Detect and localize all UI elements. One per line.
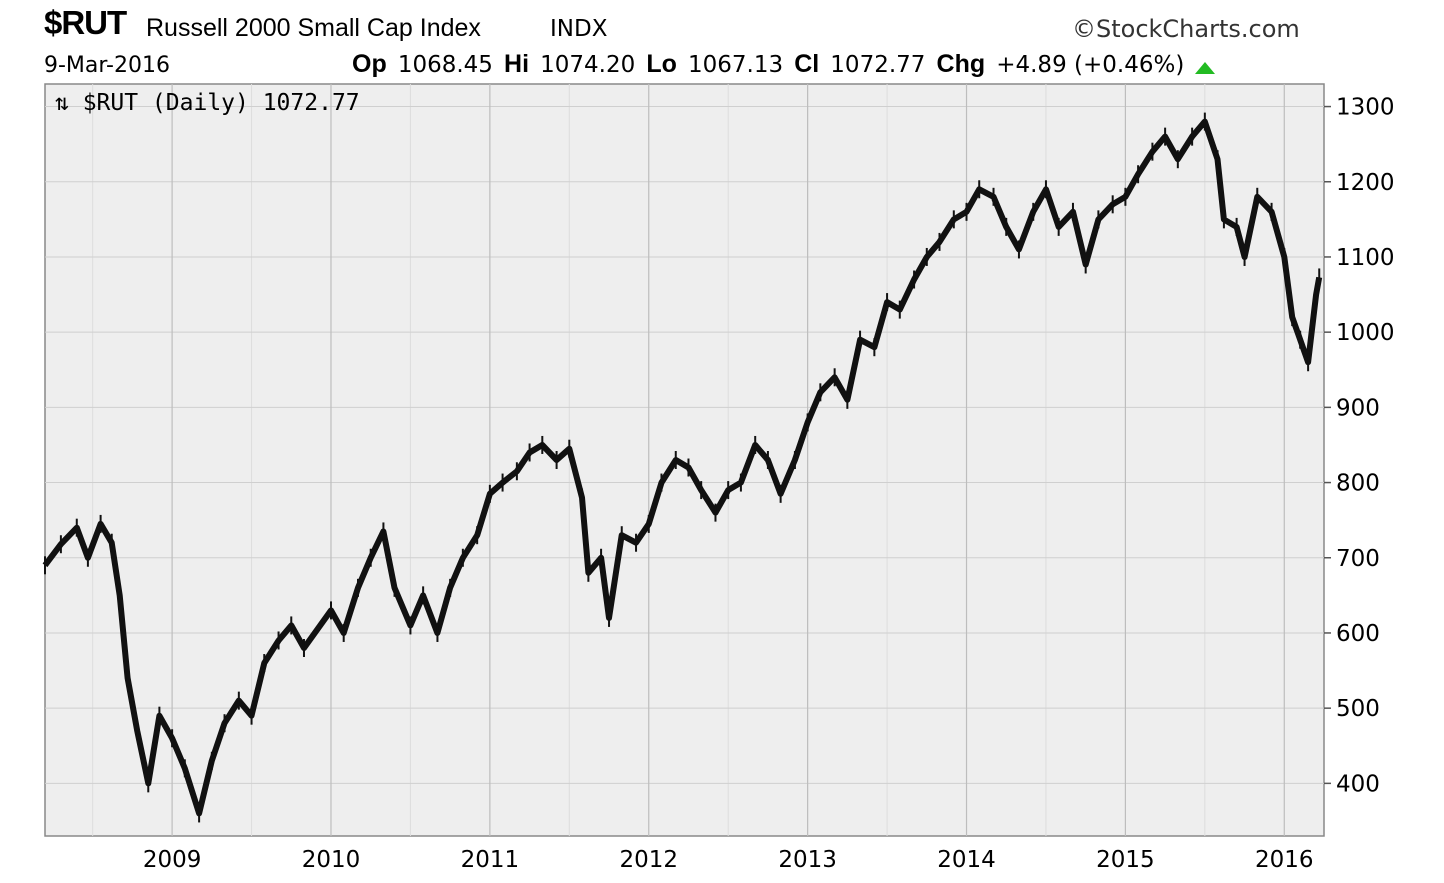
- price-series-line: [42, 118, 1323, 817]
- plot-area: [44, 83, 1325, 837]
- brand-label[interactable]: ©StockCharts.com: [1072, 15, 1300, 43]
- y-tick-label: 800: [1336, 471, 1380, 497]
- copyright-icon: ©: [1072, 15, 1096, 43]
- y-tick-label: 600: [1336, 621, 1380, 647]
- quote-bar: Op 1068.45 Hi 1074.20 Lo 1067.13 Cl 1072…: [352, 50, 1221, 79]
- exchange-label: INDX: [550, 16, 608, 42]
- y-tick-label: 900: [1336, 395, 1380, 421]
- low-label: Lo: [646, 50, 677, 78]
- x-tick-label: 2010: [302, 847, 361, 873]
- x-tick-label: 2013: [778, 847, 837, 873]
- high-label: Hi: [504, 50, 530, 78]
- chart-title: ⇅ $RUT (Daily) 1072.77: [55, 90, 360, 116]
- x-tick-label: 2011: [461, 847, 520, 873]
- index-name: Russell 2000 Small Cap Index: [146, 14, 481, 42]
- x-tick-label: 2009: [143, 847, 202, 873]
- y-tick-label: 700: [1336, 546, 1380, 572]
- close-label: Cl: [794, 50, 820, 78]
- change-label: Chg: [936, 50, 986, 78]
- high-value: 1074.20: [540, 52, 636, 78]
- x-tick-label: 2014: [937, 847, 996, 873]
- y-tick-label: 1100: [1336, 245, 1395, 271]
- y-tick-label: 1300: [1336, 95, 1395, 121]
- quote-date: 9-Mar-2016: [44, 53, 170, 78]
- x-tick-label: 2012: [619, 847, 678, 873]
- y-tick-label: 1000: [1336, 320, 1395, 346]
- brand-text: StockCharts.com: [1096, 15, 1300, 43]
- low-value: 1067.13: [687, 52, 784, 78]
- y-tick-label: 400: [1336, 771, 1380, 797]
- y-tick-label: 500: [1336, 696, 1380, 722]
- close-value: 1072.77: [830, 52, 926, 78]
- symbol: $RUT: [44, 4, 127, 41]
- y-tick-label: 1200: [1336, 170, 1395, 196]
- open-value: 1068.45: [397, 52, 493, 78]
- x-tick-label: 2015: [1096, 847, 1155, 873]
- change-value: +4.89 (+0.46%): [996, 52, 1185, 78]
- up-arrow-icon: [1195, 61, 1216, 74]
- open-label: Op: [352, 50, 387, 78]
- x-tick-label: 2016: [1255, 847, 1314, 873]
